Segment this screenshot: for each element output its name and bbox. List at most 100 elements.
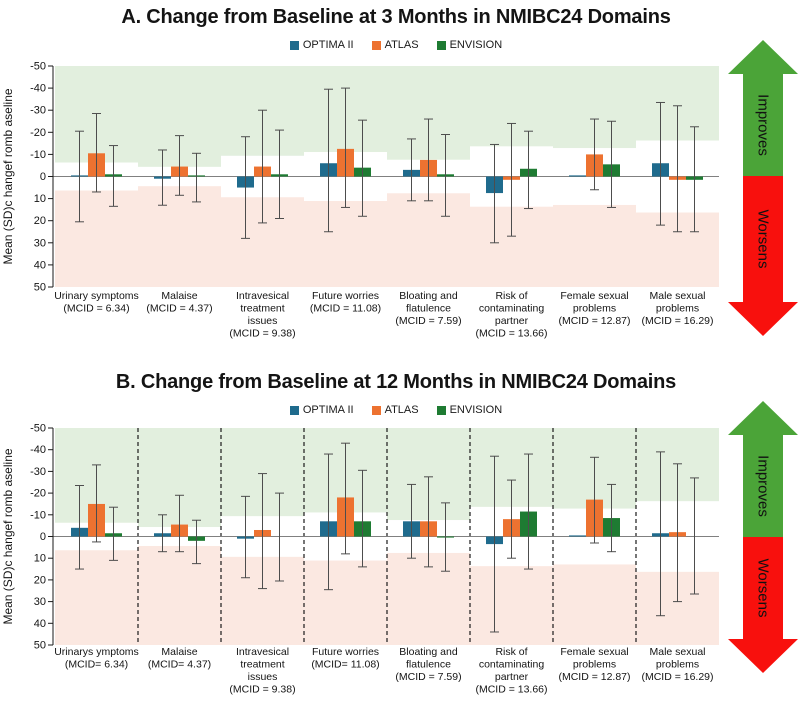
worsen-band — [553, 564, 636, 645]
error-bar-optima-ii — [490, 143, 499, 244]
error-bar-atlas — [341, 87, 350, 208]
error-bar-envision — [192, 519, 201, 565]
x-axis-label: Urinarys ymptoms (MCID= 6.34) — [54, 646, 139, 671]
y-axis-title: Mean (SD)c hangef romb aseline — [1, 88, 15, 264]
error-bar-envision — [441, 502, 450, 572]
panel-b-legend: OPTIMA II ATLAS ENVISION — [0, 404, 792, 416]
error-bar-envision — [690, 126, 699, 233]
legend-swatch-icon — [371, 40, 381, 50]
error-bar-optima-ii — [490, 455, 499, 633]
error-bar-envision — [690, 477, 699, 595]
y-axis-tick-label: -50 — [30, 61, 46, 73]
error-bar-envision — [524, 130, 533, 210]
improves-worsens-arrow-b: Improves Worsens — [728, 401, 798, 673]
legend-swatch-icon — [436, 40, 446, 50]
error-bar-atlas — [507, 479, 516, 559]
x-axis-label: Intravesical treatment issues (MCID = 9.38) — [229, 290, 295, 340]
error-bar-envision — [275, 129, 284, 219]
y-axis-tick-label: -50 — [30, 423, 46, 435]
y-axis-tick-label: -20 — [30, 488, 46, 500]
y-axis-tick-label: 40 — [34, 259, 46, 271]
worsen-band — [55, 550, 138, 645]
improves-arrow-icon — [728, 401, 798, 537]
y-axis-tick-label: 20 — [34, 215, 46, 227]
worsen-band — [387, 193, 470, 287]
legend-item-envision: ENVISION — [436, 404, 503, 416]
y-axis-tick-label: -40 — [30, 444, 46, 456]
bar-optima-ii — [569, 175, 586, 177]
x-axis-label: Future worries (MCID = 11.08) — [310, 290, 381, 315]
y-axis-tick-label: 50 — [34, 640, 46, 652]
legend-item-atlas: ATLAS — [371, 404, 419, 416]
worsens-arrow-icon — [728, 176, 798, 336]
y-axis-tick-label: -30 — [30, 466, 46, 478]
x-axis-label: Intravesical treatment issues (MCID = 9.38) — [229, 646, 295, 696]
error-bar-atlas — [424, 476, 433, 568]
error-bar-optima-ii — [407, 138, 416, 202]
error-bar-envision — [275, 492, 284, 582]
worsen-band — [138, 186, 221, 287]
panel-b-title: B. Change from Baseline at 12 Months in … — [115, 371, 677, 393]
y-axis-tick-label: 10 — [34, 193, 46, 205]
worsens-label: Worsens — [755, 210, 772, 269]
error-bar-optima-ii — [241, 495, 250, 579]
y-axis-title: Mean (SD)c hangef romb aseline — [1, 448, 15, 624]
error-bar-envision — [607, 120, 616, 208]
x-axis-label: Future worries (MCID= 11.08) — [311, 646, 379, 671]
legend-item-optima-ii: OPTIMA II — [289, 404, 354, 416]
legend-label: ENVISION — [449, 39, 503, 51]
error-bar-atlas — [341, 442, 350, 555]
worsen-band — [304, 200, 387, 287]
y-axis-tick-label: -10 — [30, 149, 46, 161]
y-axis-tick-label: 20 — [34, 574, 46, 586]
error-bar-envision — [109, 145, 118, 207]
bar-optima-ii — [569, 535, 586, 537]
worsen-band — [55, 190, 138, 287]
improves-label: Improves — [755, 94, 772, 156]
panel-a-title: A. Change from Baseline at 3 Months in N… — [121, 6, 671, 28]
worsen-band — [387, 552, 470, 645]
legend-item-atlas: ATLAS — [371, 39, 419, 51]
x-axis-label: Bloating and flatulence (MCID = 7.59) — [395, 646, 461, 683]
y-axis-tick-label: -10 — [30, 509, 46, 521]
worsen-band — [553, 204, 636, 287]
legend-item-envision: ENVISION — [436, 39, 503, 51]
error-bar-optima-ii — [656, 101, 665, 226]
error-bar-envision — [441, 134, 450, 217]
error-bar-atlas — [92, 464, 101, 543]
error-bar-atlas — [590, 118, 599, 191]
error-bar-atlas — [673, 463, 682, 603]
legend-swatch-icon — [289, 40, 299, 50]
error-bar-atlas — [673, 105, 682, 233]
error-bar-optima-ii — [75, 485, 84, 570]
x-axis-label: Risk of contaminating partner (MCID = 13.66… — [475, 290, 547, 340]
legend-label: ENVISION — [449, 404, 503, 416]
legend-swatch-icon — [371, 405, 381, 415]
x-axis-label: Female sexual problems (MCID = 12.87) — [558, 290, 630, 327]
legend-label: ATLAS — [384, 404, 419, 416]
x-axis-label: Urinary symptoms (MCID = 6.34) — [54, 290, 139, 315]
error-bar-atlas — [258, 109, 267, 224]
error-bar-optima-ii — [75, 130, 84, 223]
error-bar-atlas — [92, 113, 101, 193]
improves-label: Improves — [755, 455, 772, 517]
improves-worsens-arrow-a: Improves Worsens — [728, 40, 798, 336]
error-bar-atlas — [590, 456, 599, 544]
legend-label: ATLAS — [384, 39, 419, 51]
y-axis-tick-label: -40 — [30, 83, 46, 95]
y-axis-tick-label: 0 — [40, 171, 46, 183]
legend-item-optima-ii: OPTIMA II — [289, 39, 354, 51]
error-bar-optima-ii — [324, 88, 333, 233]
legend-label: OPTIMA II — [302, 39, 354, 51]
error-bar-optima-ii — [158, 514, 167, 553]
error-bar-optima-ii — [324, 453, 333, 591]
worsen-band — [304, 560, 387, 645]
worsen-band — [470, 566, 553, 645]
y-axis-tick-label: 50 — [34, 282, 46, 294]
error-bar-atlas — [507, 122, 516, 237]
legend-label: OPTIMA II — [302, 404, 354, 416]
legend-swatch-icon — [289, 405, 299, 415]
y-axis-tick-label: -30 — [30, 105, 46, 117]
error-bar-envision — [607, 483, 616, 553]
